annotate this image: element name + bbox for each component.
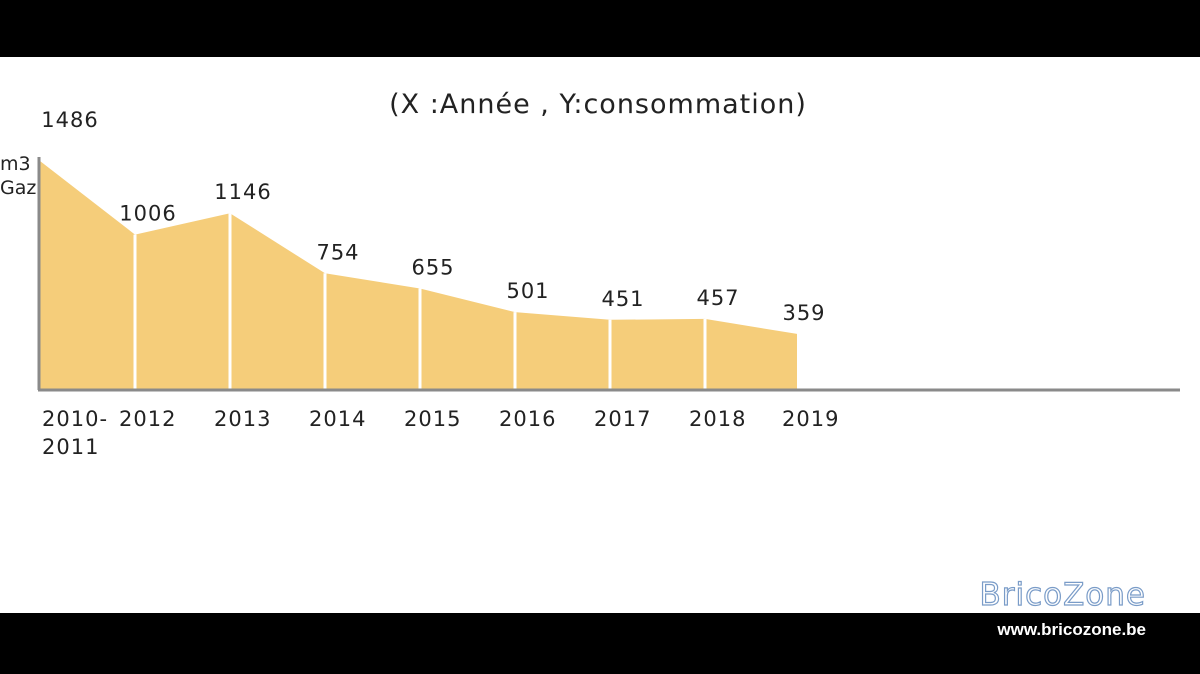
- axis-layer: [37, 157, 1180, 392]
- value-label: 754: [316, 240, 359, 264]
- x-tick-label: 2019: [782, 407, 839, 431]
- chart-frame: (X :Année , Y:consommation) m3 Gaz 1486 10…: [0, 57, 1200, 613]
- value-label: 1146: [214, 180, 271, 204]
- bottom-bar: [0, 613, 1200, 674]
- x-tick-label: 2018: [689, 407, 746, 431]
- value-labels: 1486 1006 1146 754 655 501 451 457 359: [41, 108, 825, 325]
- value-label: 451: [601, 287, 644, 311]
- chart-title: (X :Année , Y:consommation): [389, 89, 807, 120]
- value-label: 655: [411, 256, 454, 280]
- y-axis-label-line: m3: [0, 153, 31, 175]
- x-tick-label: 2011: [42, 435, 99, 459]
- x-tick-label: 2010-: [42, 407, 108, 431]
- x-tick-labels: 2010- 2011 2012 2013 2014 2015 2016 2017 2018 201…: [42, 407, 839, 459]
- value-label: 359: [782, 301, 825, 325]
- bricozone-logo: BricoZone: [979, 576, 1146, 613]
- value-label: 501: [506, 279, 549, 303]
- value-label: 1006: [119, 202, 176, 226]
- x-tick-label: 2015: [404, 407, 461, 431]
- x-tick-label: 2017: [594, 407, 651, 431]
- x-tick-label: 2013: [214, 407, 271, 431]
- x-tick-label: 2014: [309, 407, 366, 431]
- x-tick-label: 2012: [119, 407, 176, 431]
- y-axis-label-line: Gaz: [0, 177, 36, 199]
- area-layer: [40, 161, 797, 389]
- x-tick-label: 2016: [499, 407, 556, 431]
- watermark-url: www.bricozone.be: [997, 620, 1146, 639]
- value-label: 1486: [41, 108, 98, 132]
- value-label: 457: [696, 286, 739, 310]
